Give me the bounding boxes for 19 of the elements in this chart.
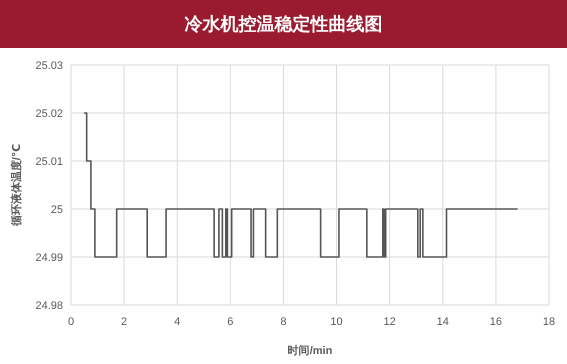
x-tick-label: 18 xyxy=(542,316,556,328)
x-tick-label: 8 xyxy=(280,316,287,328)
y-tick-label: 25 xyxy=(50,204,63,216)
x-tick-label: 10 xyxy=(330,316,343,328)
x-tick-label: 12 xyxy=(384,316,396,328)
x-tick-label: 14 xyxy=(436,316,449,328)
x-tick-label: 0 xyxy=(68,316,74,328)
y-tick-label: 25.01 xyxy=(35,156,63,168)
x-tick-label: 4 xyxy=(174,316,180,328)
x-axis-title: 时间/min xyxy=(288,344,333,357)
x-tick-label: 2 xyxy=(121,316,128,328)
y-tick-label: 25.03 xyxy=(35,60,63,72)
x-tick-label: 16 xyxy=(490,316,502,328)
x-tick-label: 6 xyxy=(227,316,234,328)
y-axis-title: 循环液体温度/℃ xyxy=(10,144,23,228)
y-tick-label: 25.02 xyxy=(35,108,63,120)
y-tick-label: 24.98 xyxy=(35,300,63,312)
chart-title: 冷水机控温稳定性曲线图 xyxy=(184,14,382,34)
y-tick-label: 24.99 xyxy=(35,252,63,264)
